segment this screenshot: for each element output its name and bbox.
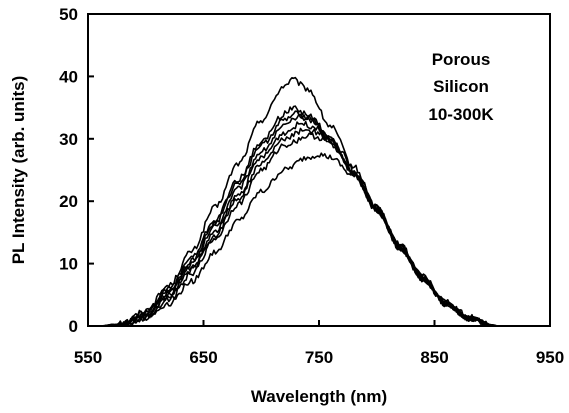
x-tick-label: 650 [189, 348, 217, 367]
x-tick-label: 750 [305, 348, 333, 367]
annotation-line-2: Silicon [433, 77, 489, 96]
y-tick-label: 50 [59, 5, 78, 24]
y-tick-label: 20 [59, 192, 78, 211]
y-tick-label: 40 [59, 67, 78, 86]
x-tick-label: 850 [420, 348, 448, 367]
sample-annotation: Porous Silicon 10-300K [428, 50, 494, 124]
y-tick-label: 30 [59, 130, 78, 149]
curve-group [99, 76, 499, 327]
x-axis-ticks: 550 650 750 850 950 [74, 320, 564, 367]
x-axis-title: Wavelength (nm) [251, 387, 387, 406]
y-axis-title: PL Intensity (arb. units) [9, 76, 28, 265]
annotation-line-1: Porous [432, 50, 491, 69]
annotation-line-3: 10-300K [428, 105, 494, 124]
pl-spectrum-curve [99, 152, 499, 327]
y-tick-label: 10 [59, 255, 78, 274]
pl-spectrum-curve [99, 105, 499, 327]
x-tick-label: 950 [536, 348, 564, 367]
y-axis-ticks: 0 10 20 30 40 50 [59, 5, 94, 336]
y-tick-label: 0 [69, 317, 78, 336]
x-tick-label: 550 [74, 348, 102, 367]
